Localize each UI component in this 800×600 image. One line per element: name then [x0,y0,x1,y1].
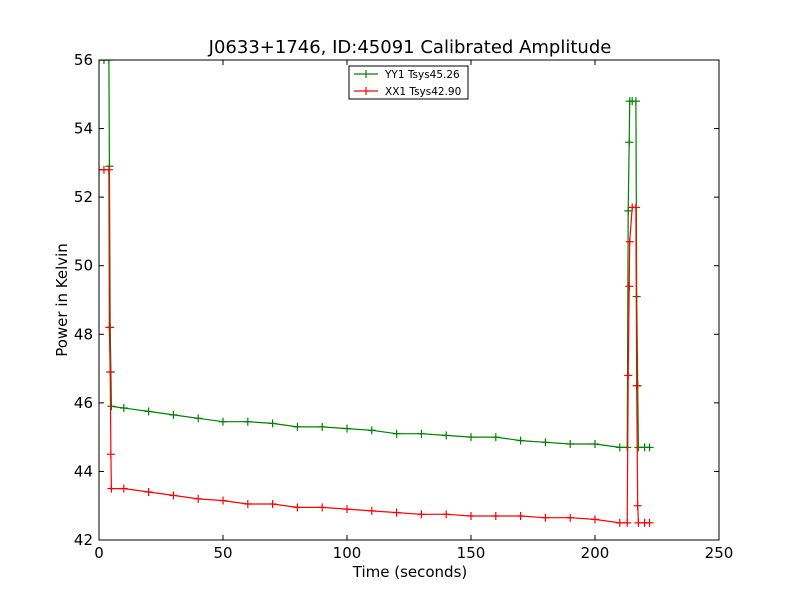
data-point [343,505,351,514]
data-point [293,503,302,512]
data-point [318,422,327,431]
data-point [625,237,634,246]
legend-box [348,65,469,100]
data-point [615,443,624,452]
data-point [467,512,475,520]
data-point [625,138,634,147]
data-point [105,323,114,332]
data-point [169,410,178,419]
data-point [119,484,128,493]
data-point [566,513,575,522]
data-point [107,402,116,411]
plot-area: 0 50 100 150 200 250 42 44 46 48 50 52 54 56 [74,51,733,562]
data-point [107,484,116,493]
data-point [219,496,227,505]
data-point [268,500,277,508]
y-tick-label: 56 [74,51,93,69]
data-point [194,414,203,423]
legend-item: YY1 Tsys45.26 [354,69,460,81]
x-tick-label: 250 [705,544,734,562]
data-point [194,494,203,503]
data-point [631,97,640,106]
chart-title: J0633+1746, ID:45091 Calibrated Amplitud… [208,37,612,58]
x-tick-label: 0 [94,544,104,562]
data-point [392,508,401,517]
data-point [106,450,115,459]
series-1 [99,60,654,452]
data-point [104,165,113,174]
data-point [392,429,401,438]
data-point [645,443,654,452]
data-point [633,501,642,510]
x-tick-label: 200 [581,544,610,562]
data-point [591,440,599,448]
y-tick-label: 42 [74,531,93,549]
legend-label: YY1 Tsys45.26 [384,69,460,81]
data-point [516,436,525,445]
data-point [467,433,475,442]
data-point [169,491,178,500]
x-tick-label: 50 [213,544,232,562]
data-point [144,488,153,496]
data-point [243,500,252,508]
data-point [144,407,153,416]
data-point [99,60,108,64]
data-point [219,417,227,426]
data-point [541,438,550,447]
data-point [623,518,632,527]
data-point [624,206,633,215]
data-point [293,422,302,431]
data-point [442,510,451,519]
y-axis: 42 44 46 48 50 52 54 56 [74,51,719,549]
data-point [566,440,575,448]
data-point [104,60,113,64]
data-point [615,518,624,527]
x-tick-label: 100 [333,544,362,562]
data-point [318,503,327,512]
y-tick-label: 48 [74,325,93,343]
x-axis-label: Time (seconds) [352,563,468,581]
data-point [645,518,654,527]
data-point [243,417,252,426]
data-point [106,368,115,376]
y-tick-label: 50 [74,257,93,275]
series-layer [99,60,654,527]
data-point [541,513,550,522]
y-axis-label: Power in Kelvin [53,243,71,357]
data-point [491,512,500,520]
data-point [631,203,640,212]
y-tick-label: 52 [74,188,93,206]
data-point [268,419,277,428]
data-point [343,424,351,433]
series-2 [99,165,654,527]
data-point [624,371,633,380]
legend-item: XX1 Tsys42.90 [354,86,461,98]
plot-frame [98,59,720,541]
data-point [442,431,451,440]
data-point [367,506,376,515]
data-point [591,515,599,524]
y-tick-label: 46 [74,394,93,412]
data-point [632,381,641,390]
data-point [119,404,128,412]
y-tick-label: 54 [74,120,93,138]
x-axis: 0 50 100 150 200 250 [94,60,733,562]
y-tick-label: 44 [74,462,93,480]
data-point [516,512,525,520]
x-tick-label: 150 [457,544,486,562]
legend-label: XX1 Tsys42.90 [385,86,461,98]
data-point [625,282,634,291]
data-point [417,429,426,438]
data-point [491,433,500,442]
data-point [367,426,376,435]
plot-background [99,60,719,540]
legend: YY1 Tsys45.26 XX1 Tsys42.90 [348,65,469,100]
data-point [417,510,426,519]
